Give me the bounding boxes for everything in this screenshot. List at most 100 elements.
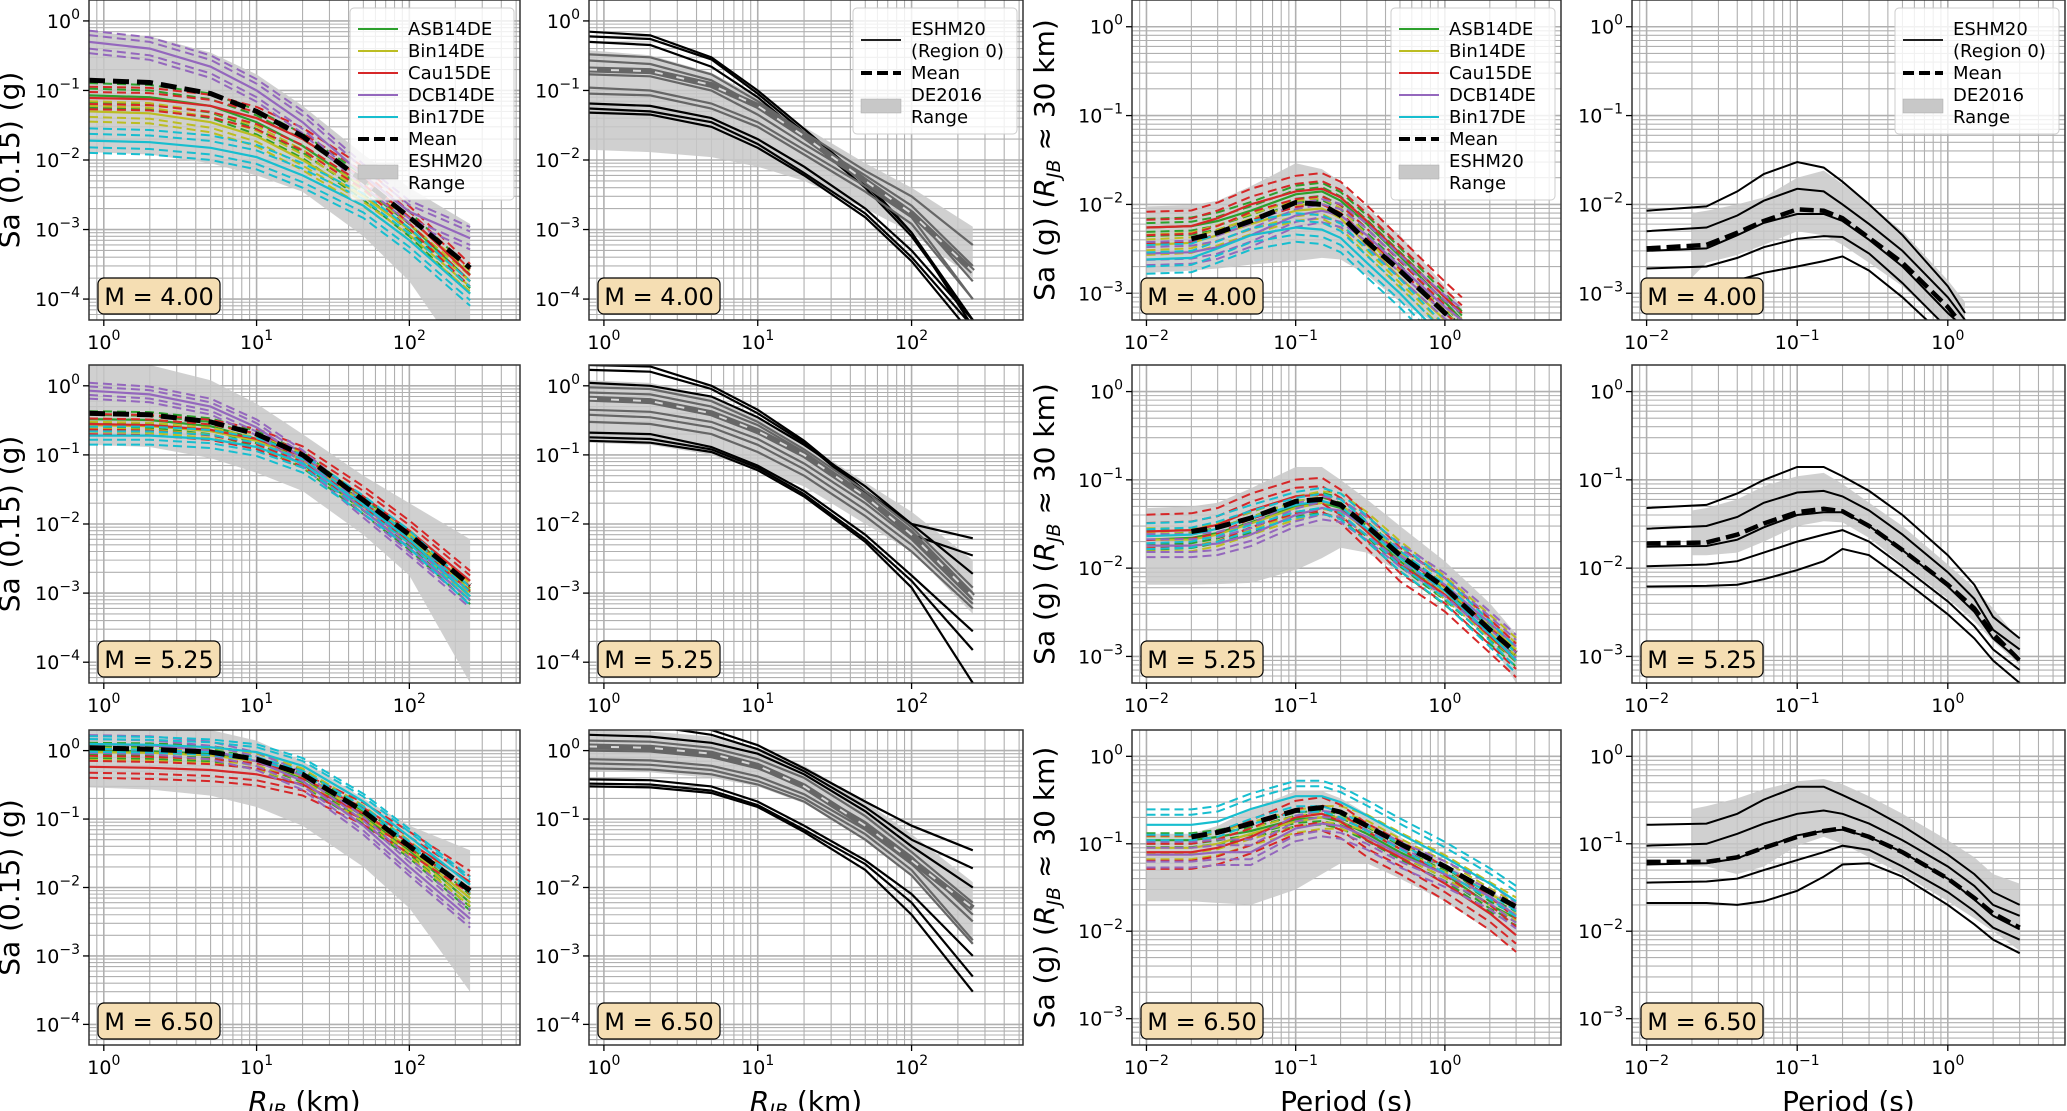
series-bin17de-branch [1146,219,1435,320]
plot-series [1646,160,1966,320]
series-cau15de-branch [89,776,471,894]
y-tick-label: 10−1 [535,441,580,467]
series-eshm20-branch [589,408,974,601]
series-dcb14de-branch [1146,495,1517,636]
y-tick-label: 10−3 [535,579,580,605]
series-dcb14de-branch [89,34,471,233]
x-tick-label: 101 [741,328,774,354]
series-bin17de-branch [1146,810,1517,918]
magnitude-label: M = 5.25 [1640,640,1764,678]
legend-label: Bin17DE [408,107,485,128]
magnitude-label: M = 4.00 [97,277,221,315]
legend: ASB14DEBin14DECau15DEDCB14DEBin17DEMeanE… [1390,7,1556,201]
series-bin14de-branch [1146,490,1517,639]
magnitude-box [97,277,221,315]
series-dcb14de-branch [89,52,471,251]
plot-series [1146,163,1463,320]
range-band [89,730,471,992]
magnitude-text: M = 5.25 [1147,646,1257,674]
x-tick-label: 100 [87,1053,120,1079]
series-bin17de-branch [1146,240,1414,320]
x-tick-label: 102 [895,691,928,717]
series-bin17de-branch [89,750,471,894]
y-axis-title: Sa (0.15) (g) [0,72,26,249]
series-eshm20-branch [1646,844,2021,941]
series-bin14de-branch [89,104,471,277]
x-tick-label: 10−2 [1124,691,1169,717]
y-tick-label: 10−1 [35,76,80,102]
x-tick-label: 10−1 [1775,691,1820,717]
magnitude-label: M = 4.00 [597,277,721,315]
y-tick-label: 10−1 [535,805,580,831]
series-bin14de-branch [1146,827,1517,922]
magnitude-box [1640,277,1764,315]
y-tick-label: 100 [547,372,580,398]
magnitude-box [97,1002,221,1040]
series-eshm20-branch [589,35,974,320]
series-mean [1646,826,2021,930]
series-eshm20-branch [1646,529,2021,671]
legend-label: DE2016 [911,85,982,106]
magnitude-text: M = 4.00 [1647,283,1757,311]
legend-label: (Region 0) [911,41,1004,62]
series-mean [1190,804,1518,909]
x-tick-label: 10−1 [1775,1053,1820,1079]
series-eshm20-branch [589,111,962,320]
plot-series [1646,779,2021,955]
series-asb14de-branch [1146,823,1517,927]
plot-series [589,365,975,683]
series-eshm20-branch [589,767,974,945]
x-tick-label: 100 [1931,691,1964,717]
plot-series [89,730,472,992]
legend-swatch-range [357,164,399,180]
series-bin17de-branch [89,438,471,602]
legend-label: DE2016 [1953,85,2024,106]
series-eshm20-branch [589,386,974,589]
y-tick-label: 100 [1090,13,1123,39]
axes-frame [1131,0,1562,321]
series-bin17de-branch [1146,785,1517,893]
y-tick-label: 10−3 [535,942,580,968]
y-tick-label: 10−4 [535,648,580,674]
y-tick-label: 10−4 [535,1010,580,1036]
x-tick-label: 102 [393,691,426,717]
series-asb14de-branch [1146,812,1517,916]
series-dcb14de-branch [89,47,471,246]
series-bin17de-branch [1146,212,1442,320]
y-tick-label: 10−1 [1578,102,1623,128]
y-tick-label: 10−2 [535,510,580,536]
magnitude-text: M = 6.50 [1147,1008,1257,1036]
series-eshm20-branch [589,758,974,923]
series-bin17de-branch [89,747,471,891]
y-tick-label: 10−3 [35,942,80,968]
magnitude-text: M = 4.00 [1147,283,1257,311]
x-tick-label: 100 [587,691,620,717]
plot-series [1146,779,1518,953]
x-tick-label: 100 [1931,1053,1964,1079]
series-mean [1191,496,1518,655]
x-tick-label: 101 [240,691,273,717]
series-eshm20-branch [1646,489,2021,651]
series-bin17de-branch [89,146,471,302]
series-bin17de-branch [89,151,471,307]
range-band [589,50,973,279]
magnitude-box [597,277,721,315]
y-tick-label: 10−3 [1578,642,1623,668]
axes-frame [1631,0,2066,321]
series-dcb14de [89,40,471,240]
series-dcb14de-branch [89,29,471,228]
magnitude-text: M = 5.25 [1647,646,1757,674]
magnitude-label: M = 4.00 [1140,277,1264,315]
legend-box [1390,7,1556,201]
series-bin17de [89,434,471,598]
legend-swatch-range [1398,164,1440,180]
x-tick-label: 100 [87,691,120,717]
legend-label: Range [911,107,968,128]
series-eshm20-branch [589,413,974,605]
series-asb14de [1146,190,1463,320]
magnitude-label: M = 6.50 [597,1002,721,1040]
y-axis-title: Sa (0.15) (g) [0,799,26,976]
series-eshm20-branch [1646,213,1958,320]
series-eshm20-branch [1646,785,2021,906]
